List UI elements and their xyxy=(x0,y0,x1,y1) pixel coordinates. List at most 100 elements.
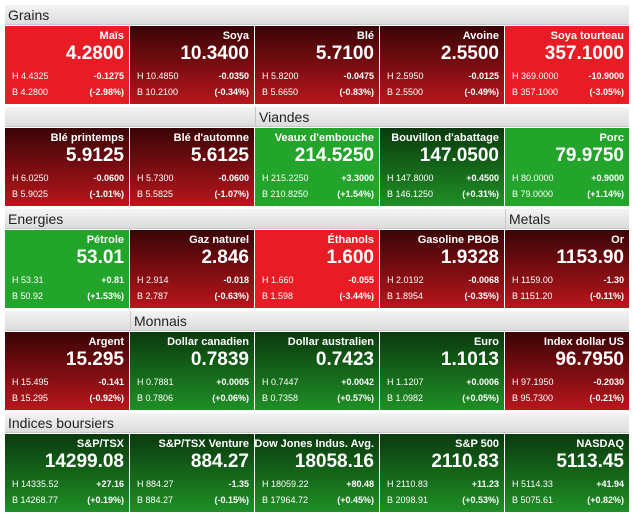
quote-low: B 2.5500 xyxy=(387,87,424,97)
quote-tile: NASDAQ 5113.45 H 5114.33 +41.94 B 5075.61 (+0… xyxy=(505,434,629,512)
quote-low: B 5.6650 xyxy=(262,87,299,97)
quote-tile: S&P/TSX 14299.08 H 14335.52 +27.16 B 14268.7… xyxy=(5,434,129,512)
quote-low: B 2098.91 xyxy=(387,495,429,505)
quote-high: H 6.0250 xyxy=(12,173,49,183)
quote-low: B 210.8250 xyxy=(262,189,309,199)
quote-percent: (+0.45%) xyxy=(337,495,374,505)
quote-price: 2.846 xyxy=(201,247,249,268)
quote-high: H 4.4325 xyxy=(12,71,49,81)
quote-high: H 5.7300 xyxy=(137,173,174,183)
quote-high: H 2110.83 xyxy=(387,479,428,489)
quote-change: -0.0600 xyxy=(93,173,124,183)
quote-percent: (-0.15%) xyxy=(214,495,249,505)
quote-price: 5113.45 xyxy=(556,451,624,472)
quote-price: 5.6125 xyxy=(190,145,249,166)
quote-price: 147.0500 xyxy=(419,145,499,166)
quote-tile: Bouvillon d'abattage 147.0500 H 147.8000 +0… xyxy=(380,128,504,206)
quote-tile: Gasoline PBOB 1.9328 H 2.0192 -0.0068 B 1.89… xyxy=(380,230,504,308)
quote-tile: Blé d'automne 5.6125 H 5.7300 -0.0600 B 5.58… xyxy=(130,128,254,206)
quote-name: Blé d'automne xyxy=(173,132,249,144)
quote-change: -0.0600 xyxy=(218,173,249,183)
quote-price: 2.5500 xyxy=(440,43,499,64)
quote-low: B 79.0000 xyxy=(512,189,554,199)
quote-percent: (-2.98%) xyxy=(89,87,124,97)
quote-name: S&P/TSX xyxy=(76,438,124,450)
quote-low: B 357.1000 xyxy=(512,87,559,97)
section-bar xyxy=(5,413,629,433)
quote-low: B 1.8954 xyxy=(387,291,424,301)
quote-name: Avoine xyxy=(462,30,499,42)
quote-high: H 15.495 xyxy=(12,377,49,387)
quote-change: +80.48 xyxy=(346,479,374,489)
section-header: Energies xyxy=(8,211,64,227)
quote-price: 96.7950 xyxy=(555,349,624,370)
section-header: Monnais xyxy=(130,311,629,331)
quote-change: +11.23 xyxy=(471,479,499,489)
quote-tile: Dollar canadien 0.7839 H 0.7881 +0.0005 B 0.… xyxy=(130,332,254,410)
quote-high: H 2.5950 xyxy=(387,71,424,81)
quote-low: B 14268.77 xyxy=(12,495,59,505)
quote-percent: (-0.83%) xyxy=(339,87,374,97)
quote-low: B 4.2800 xyxy=(12,87,49,97)
quote-price: 5.7100 xyxy=(315,43,374,64)
quote-low: B 1151.20 xyxy=(512,291,553,301)
quote-percent: (-0.35%) xyxy=(464,291,499,301)
quote-price: 1.600 xyxy=(326,247,374,268)
quote-tile: Maïs 4.2800 H 4.4325 -0.1275 B 4.2800 (-2.98%… xyxy=(5,26,129,104)
quote-change: -0.141 xyxy=(98,377,124,387)
quote-change: -0.0068 xyxy=(468,275,499,285)
quote-name: Gasoline PBOB xyxy=(417,234,499,246)
quote-name: Maïs xyxy=(99,30,124,42)
quote-high: H 97.1950 xyxy=(512,377,554,387)
quote-percent: (+0.05%) xyxy=(462,393,499,403)
quote-low: B 17964.72 xyxy=(262,495,309,505)
quote-name: Soya tourteau xyxy=(550,30,624,42)
quote-percent: (+1.54%) xyxy=(337,189,374,199)
quote-percent: (-1.07%) xyxy=(214,189,249,199)
quote-tile: Éthanols 1.600 H 1.660 -0.055 B 1.598 (-3.44%… xyxy=(255,230,379,308)
quote-change: +41.94 xyxy=(596,479,624,489)
quote-low: B 15.295 xyxy=(12,393,49,403)
quote-change: -0.1275 xyxy=(93,71,124,81)
quote-tile: Soya tourteau 357.1000 H 369.0000 -10.9000 B… xyxy=(505,26,629,104)
quote-name: Bouvillon d'abattage xyxy=(391,132,499,144)
quote-price: 1.9328 xyxy=(440,247,499,268)
quote-percent: (-3.44%) xyxy=(339,291,374,301)
section-header: Indices boursiers xyxy=(8,415,114,431)
section-header: Grains xyxy=(8,7,50,23)
quote-low: B 0.7358 xyxy=(262,393,299,403)
quote-name: NASDAQ xyxy=(576,438,624,450)
quote-percent: (-3.05%) xyxy=(589,87,624,97)
quote-high: H 5114.33 xyxy=(512,479,553,489)
quote-name: Dollar canadien xyxy=(167,336,249,348)
quote-low: B 884.27 xyxy=(137,495,174,505)
quote-tile: Avoine 2.5500 H 2.5950 -0.0125 B 2.5500 (-0.4… xyxy=(380,26,504,104)
quote-tile: Or 1153.90 H 1159.00 -1.30 B 1151.20 (-0.11%) xyxy=(505,230,629,308)
quote-change: -1.35 xyxy=(228,479,249,489)
quote-change: -0.018 xyxy=(223,275,249,285)
quote-high: H 10.4850 xyxy=(137,71,179,81)
quote-change: -0.2030 xyxy=(593,377,624,387)
section-bar xyxy=(5,311,629,331)
quote-tile: Dollar australien 0.7423 H 0.7447 +0.0042 B … xyxy=(255,332,379,410)
quote-low: B 0.7806 xyxy=(137,393,174,403)
quote-change: +0.0006 xyxy=(466,377,499,387)
quote-price: 14299.08 xyxy=(44,451,124,472)
quote-tile: Soya 10.3400 H 10.4850 -0.0350 B 10.2100 (-0.… xyxy=(130,26,254,104)
quote-percent: (+1.53%) xyxy=(87,291,124,301)
quote-high: H 2.0192 xyxy=(387,275,424,285)
quote-low: B 5.5825 xyxy=(137,189,174,199)
quote-low: B 50.92 xyxy=(12,291,44,301)
quote-name: Gaz naturel xyxy=(189,234,249,246)
quote-low: B 5.9025 xyxy=(12,189,49,199)
quote-high: H 215.2250 xyxy=(262,173,309,183)
quote-tile: S&P 500 2110.83 H 2110.83 +11.23 B 2098.91 (+… xyxy=(380,434,504,512)
quote-change: -1.30 xyxy=(603,275,624,285)
quote-percent: (+0.53%) xyxy=(462,495,499,505)
quote-percent: (-0.92%) xyxy=(89,393,124,403)
quote-change: +0.0005 xyxy=(216,377,249,387)
quote-price: 15.295 xyxy=(65,349,124,370)
quote-percent: (+0.31%) xyxy=(462,189,499,199)
quote-price: 357.1000 xyxy=(544,43,624,64)
quote-price: 214.5250 xyxy=(294,145,374,166)
